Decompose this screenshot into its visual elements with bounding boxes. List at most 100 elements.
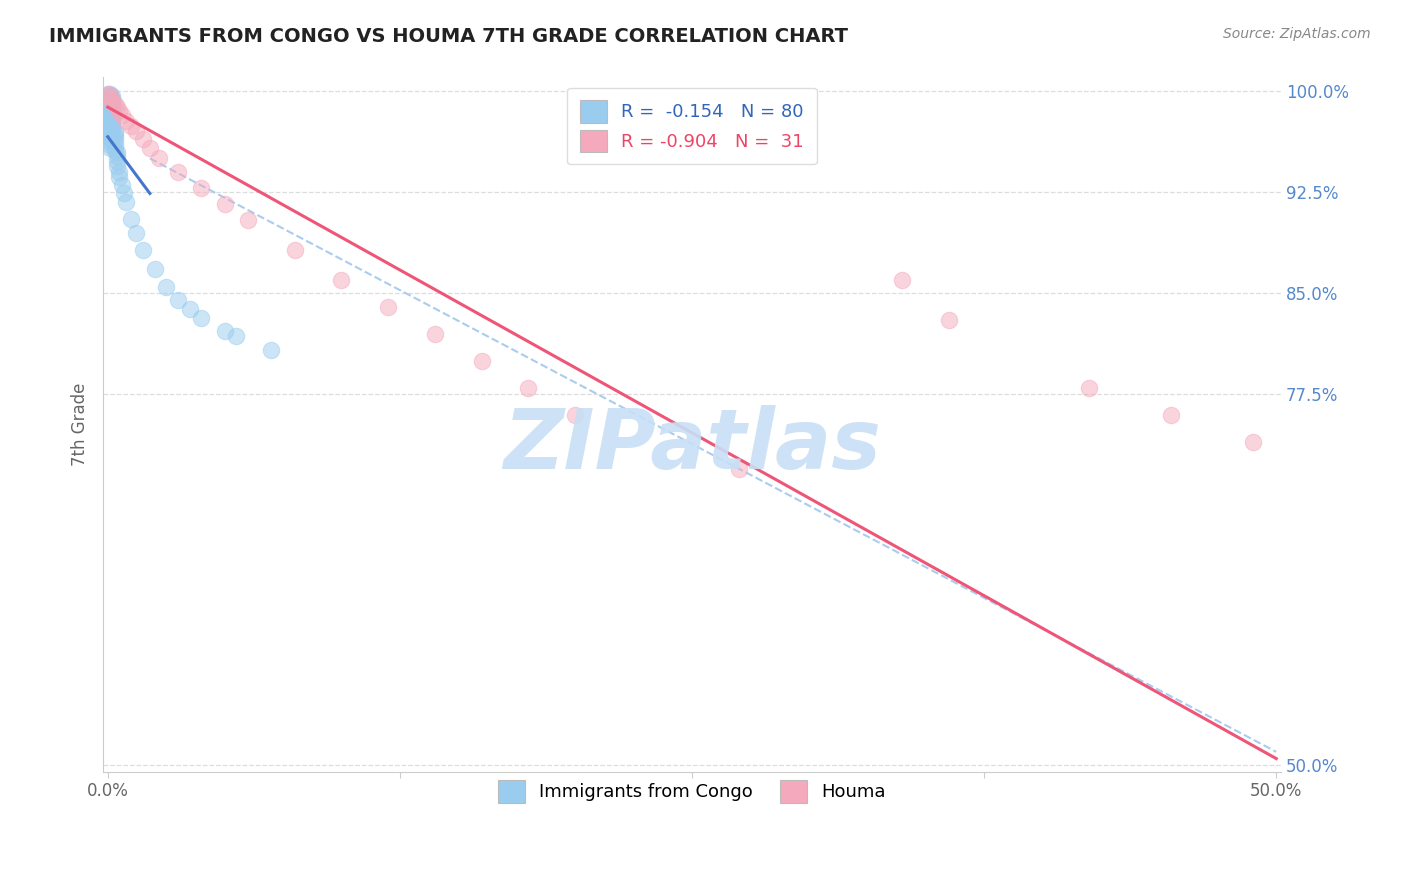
Point	[132, 132, 155, 146]
Point	[97, 99, 120, 113]
Point	[98, 89, 121, 103]
Point	[97, 87, 120, 101]
Point	[98, 103, 121, 117]
Point	[1241, 434, 1264, 449]
Point	[727, 461, 749, 475]
Text: Source: ZipAtlas.com: Source: ZipAtlas.com	[1223, 27, 1371, 41]
Point	[98, 104, 121, 119]
Point	[98, 127, 121, 141]
Point	[214, 324, 236, 338]
Point	[98, 121, 121, 136]
Point	[167, 293, 190, 307]
Point	[115, 113, 138, 128]
Point	[98, 140, 121, 154]
Point	[125, 124, 148, 138]
Point	[104, 97, 127, 112]
Point	[97, 94, 120, 108]
Point	[377, 300, 399, 314]
Point	[98, 105, 121, 120]
Point	[1078, 381, 1101, 395]
Point	[105, 145, 128, 159]
Point	[284, 243, 307, 257]
Point	[101, 89, 124, 103]
Point	[98, 97, 121, 112]
Text: ZIPatlas: ZIPatlas	[503, 405, 882, 486]
Point	[97, 102, 120, 116]
Point	[98, 99, 121, 113]
Point	[108, 165, 131, 179]
Point	[104, 127, 127, 141]
Point	[101, 113, 124, 128]
Point	[115, 194, 138, 209]
Point	[104, 137, 127, 152]
Point	[105, 149, 128, 163]
Point	[98, 89, 121, 103]
Point	[97, 104, 120, 119]
Point	[98, 87, 121, 101]
Point	[125, 226, 148, 240]
Point	[98, 94, 121, 108]
Point	[98, 124, 121, 138]
Legend: Immigrants from Congo, Houma: Immigrants from Congo, Houma	[485, 768, 898, 815]
Point	[101, 94, 124, 108]
Point	[423, 326, 446, 341]
Point	[98, 102, 121, 116]
Point	[190, 310, 212, 325]
Point	[112, 186, 135, 201]
Point	[98, 113, 121, 128]
Text: IMMIGRANTS FROM CONGO VS HOUMA 7TH GRADE CORRELATION CHART: IMMIGRANTS FROM CONGO VS HOUMA 7TH GRADE…	[49, 27, 848, 45]
Point	[98, 132, 121, 146]
Point	[101, 111, 124, 125]
Point	[143, 262, 166, 277]
Point	[120, 212, 142, 227]
Point	[97, 97, 120, 112]
Point	[1160, 408, 1182, 422]
Point	[97, 87, 120, 101]
Point	[155, 279, 177, 293]
Point	[236, 213, 259, 227]
Point	[132, 243, 155, 257]
Point	[104, 129, 127, 144]
Y-axis label: 7th Grade: 7th Grade	[72, 383, 89, 467]
Point	[98, 100, 121, 114]
Point	[105, 160, 128, 174]
Point	[98, 116, 121, 130]
Point	[104, 124, 127, 138]
Point	[97, 95, 120, 109]
Point	[564, 408, 586, 422]
Point	[98, 92, 121, 106]
Point	[101, 100, 124, 114]
Point	[98, 108, 121, 122]
Point	[105, 154, 128, 169]
Point	[98, 92, 121, 106]
Point	[98, 119, 121, 133]
Point	[111, 178, 134, 193]
Point	[104, 143, 127, 157]
Point	[190, 181, 212, 195]
Point	[101, 96, 124, 111]
Point	[101, 121, 124, 136]
Point	[330, 273, 353, 287]
Point	[98, 112, 121, 127]
Point	[101, 108, 124, 122]
Point	[148, 152, 170, 166]
Point	[101, 118, 124, 132]
Point	[97, 89, 120, 103]
Point	[938, 313, 960, 327]
Point	[214, 197, 236, 211]
Point	[101, 105, 124, 120]
Point	[98, 111, 121, 125]
Point	[98, 118, 121, 132]
Point	[120, 119, 142, 133]
Point	[104, 134, 127, 148]
Point	[111, 108, 134, 122]
Point	[139, 140, 162, 154]
Point	[101, 92, 124, 106]
Point	[97, 92, 120, 106]
Point	[260, 343, 283, 357]
Point	[98, 107, 121, 121]
Point	[105, 100, 128, 114]
Point	[108, 170, 131, 185]
Point	[891, 273, 914, 287]
Point	[98, 135, 121, 149]
